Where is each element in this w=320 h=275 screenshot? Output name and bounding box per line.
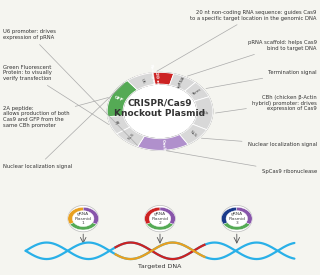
Polygon shape bbox=[108, 115, 130, 134]
Text: 2A: 2A bbox=[115, 121, 122, 126]
Text: CRISPR/Cas9
Knockout Plasmid: CRISPR/Cas9 Knockout Plasmid bbox=[115, 99, 205, 118]
Text: pRNA scaffold: helps Cas9
bind to target DNA: pRNA scaffold: helps Cas9 bind to target… bbox=[188, 40, 317, 76]
Polygon shape bbox=[147, 222, 173, 230]
Polygon shape bbox=[135, 72, 174, 87]
Text: gRNA
Plasmid
3: gRNA Plasmid 3 bbox=[228, 212, 245, 225]
Polygon shape bbox=[107, 81, 137, 117]
Text: Cas9: Cas9 bbox=[160, 138, 165, 151]
Polygon shape bbox=[193, 97, 213, 130]
Text: CBh: CBh bbox=[201, 111, 209, 115]
Text: 20 nt
Recognition: 20 nt Recognition bbox=[149, 63, 161, 94]
Text: Termination signal: Termination signal bbox=[206, 70, 317, 89]
Polygon shape bbox=[127, 73, 155, 90]
Polygon shape bbox=[138, 134, 188, 150]
Text: 2A peptide:
allows production of both
Cas9 and GFP from the
same CBh promoter: 2A peptide: allows production of both Ca… bbox=[3, 98, 108, 128]
Text: Green Fluorescent
Protein: to visually
verify transfection: Green Fluorescent Protein: to visually v… bbox=[3, 65, 109, 125]
Circle shape bbox=[221, 205, 252, 232]
Text: Nuclear localization signal: Nuclear localization signal bbox=[201, 138, 317, 147]
Text: gRNA
Plasmid
1: gRNA Plasmid 1 bbox=[75, 212, 92, 225]
Text: NLS: NLS bbox=[188, 130, 197, 138]
Polygon shape bbox=[237, 207, 252, 224]
Polygon shape bbox=[180, 124, 207, 144]
Polygon shape bbox=[70, 222, 97, 230]
Text: 20 nt non-coding RNA sequence: guides Cas9
to a specific target location in the : 20 nt non-coding RNA sequence: guides Ca… bbox=[157, 10, 317, 71]
Circle shape bbox=[68, 205, 99, 232]
Circle shape bbox=[145, 205, 175, 232]
Text: CBh (chicken β-Actin
hybrid) promoter: drives
expression of Cas9: CBh (chicken β-Actin hybrid) promoter: d… bbox=[215, 95, 317, 113]
Polygon shape bbox=[185, 82, 209, 101]
Polygon shape bbox=[160, 207, 175, 224]
Polygon shape bbox=[83, 207, 99, 224]
Polygon shape bbox=[223, 222, 250, 230]
Text: Term: Term bbox=[192, 88, 202, 97]
Polygon shape bbox=[117, 127, 144, 147]
Text: GFP: GFP bbox=[113, 95, 124, 103]
Polygon shape bbox=[145, 207, 160, 224]
Text: U6 promoter: drives
expression of pRNA: U6 promoter: drives expression of pRNA bbox=[3, 29, 137, 145]
Text: sgRNA: sgRNA bbox=[176, 75, 186, 89]
Text: Nuclear localization signal: Nuclear localization signal bbox=[3, 83, 124, 169]
Text: gRNA
Plasmid
2: gRNA Plasmid 2 bbox=[151, 212, 169, 225]
Text: SpCas9 ribonuclease: SpCas9 ribonuclease bbox=[166, 151, 317, 174]
Text: U6: U6 bbox=[140, 78, 145, 84]
Text: Targeted DNA: Targeted DNA bbox=[138, 264, 182, 269]
Text: NLS: NLS bbox=[127, 133, 135, 141]
Polygon shape bbox=[221, 207, 237, 224]
Polygon shape bbox=[68, 207, 83, 224]
Ellipse shape bbox=[123, 84, 197, 139]
Polygon shape bbox=[170, 74, 195, 91]
